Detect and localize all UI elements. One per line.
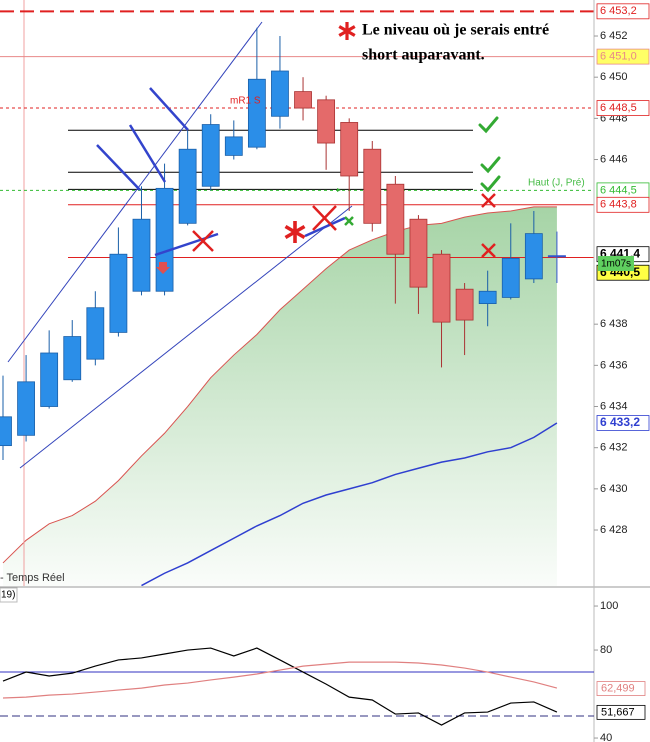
candle-body — [247, 78, 266, 148]
candle-body — [432, 253, 451, 323]
lower-band-line — [141, 422, 558, 586]
candle-body — [386, 183, 405, 255]
osc-tick-label: 40 — [600, 732, 612, 742]
candle-body — [63, 336, 82, 381]
annotation-line: short auparavant. — [362, 47, 485, 64]
channel-line — [19, 205, 353, 469]
annotation-line: Le niveau où je serais entré — [362, 22, 549, 39]
osc-line — [2, 647, 558, 726]
candle-body — [409, 218, 428, 288]
price-tag-label: 6 443,8 — [600, 199, 637, 211]
osc-label-box — [0, 587, 18, 603]
red-crosses — [192, 193, 496, 258]
candle-layer — [0, 27, 566, 461]
candle-body — [86, 307, 105, 360]
price-tag-label: 6 448,5 — [600, 102, 637, 114]
y-tick-label: 6 446 — [600, 153, 628, 165]
candle-body — [155, 187, 174, 292]
candle-body — [17, 381, 35, 436]
candle-body — [109, 253, 128, 333]
osc-tag-label: 62,499 — [601, 682, 635, 694]
green-cross — [344, 216, 354, 226]
price-tag-label: 6 444,5 — [600, 184, 637, 196]
osc-line — [2, 661, 558, 699]
candle-body — [363, 148, 382, 224]
band-area — [3, 206, 557, 586]
candle-body — [224, 136, 243, 156]
price-panel: Le niveau où je serais entré short aupar… — [0, 0, 594, 586]
y-tick-label: 6 438 — [600, 318, 628, 330]
y-tick-label: 6 430 — [600, 483, 628, 495]
upper-band-line — [2, 206, 557, 564]
candle-body — [40, 352, 59, 407]
price-tag — [596, 48, 650, 65]
pivot-label: mR1 S — [230, 96, 261, 107]
candle-body — [271, 70, 289, 117]
osc-tag-label: 51,667 — [601, 706, 635, 718]
price-tag — [596, 3, 650, 20]
price-tag-label: 6 433,2 — [600, 415, 640, 429]
candle-body — [340, 122, 359, 177]
price-tag — [596, 415, 650, 431]
price-tag — [596, 196, 650, 213]
candle-body — [524, 233, 543, 280]
y-tick-label: 6 452 — [600, 30, 628, 42]
candle-body — [317, 99, 336, 144]
candle-body — [178, 148, 197, 224]
candle-body — [478, 290, 497, 305]
asterisk — [284, 22, 356, 243]
timer: 1m07s — [601, 259, 631, 270]
band-layer — [2, 206, 558, 586]
down-arrow — [156, 262, 170, 274]
panel-label: - Temps Réel — [0, 572, 65, 584]
y-tick-label: 6 436 — [600, 359, 628, 371]
timer-box — [598, 256, 634, 271]
green-checks — [478, 116, 501, 193]
high-label: Haut (J, Pré) — [528, 178, 585, 189]
osc-tag — [596, 681, 646, 696]
price-tag — [596, 100, 650, 116]
y-tick-label: 6 434 — [600, 400, 628, 412]
candle-body — [132, 218, 151, 292]
candle-body — [501, 257, 520, 298]
candle-body — [201, 124, 220, 187]
channel-line — [7, 21, 263, 363]
marker — [337, 188, 341, 192]
y-tick-label: 6 432 — [600, 442, 628, 454]
osc-tag — [596, 704, 646, 720]
candle-body — [455, 288, 474, 321]
osc-tick-label: 80 — [600, 644, 612, 656]
osc-label: 19) — [1, 590, 15, 601]
osc-tick-label: 100 — [600, 600, 618, 612]
y-tick-label: 6 450 — [600, 71, 628, 83]
price-tag-label: 6 453,2 — [600, 5, 637, 17]
y-tick-label: 6 428 — [600, 524, 628, 536]
candle-body — [0, 416, 12, 447]
oscillator-panel — [0, 647, 594, 726]
candle-body — [294, 91, 312, 109]
price-tag-label: 6 451,0 — [600, 51, 637, 63]
